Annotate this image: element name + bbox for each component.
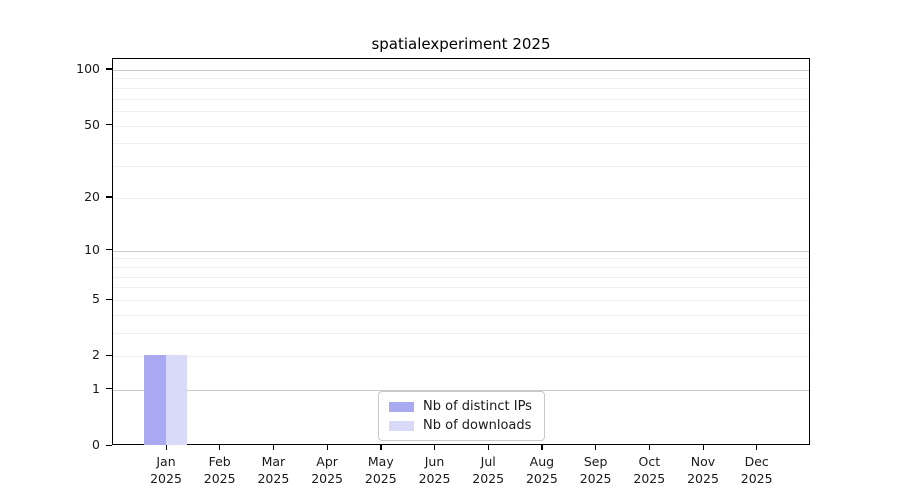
- legend-entry-distinct-ips: Nb of distinct IPs: [389, 399, 536, 414]
- minor-gridline: [113, 276, 809, 278]
- y-tick-label: 2: [92, 347, 100, 363]
- x-tick-label: Apr 2025: [311, 454, 343, 486]
- x-tick: [272, 445, 275, 450]
- x-tick-label: Jun 2025: [418, 454, 451, 486]
- distinct-ips-swatch-icon: [389, 401, 414, 412]
- x-tick: [165, 445, 167, 450]
- bar-jan-2025-nb-of-downloads: [165, 355, 188, 445]
- x-tick: [380, 445, 382, 450]
- minor-gridline: [113, 300, 809, 302]
- bar-jan-2025-nb-of-distinct-ips: [144, 355, 166, 445]
- legend: Nb of distinct IPs Nb of downloads: [378, 391, 545, 441]
- y-tick: [106, 298, 112, 300]
- x-tick-label: Nov 2025: [687, 454, 719, 486]
- y-tick-label: 100: [76, 60, 100, 76]
- minor-gridline: [113, 166, 809, 168]
- y-tick: [106, 388, 112, 390]
- x-tick: [648, 445, 651, 450]
- x-tick-label: Oct 2025: [633, 454, 666, 486]
- y-tick: [106, 196, 112, 198]
- x-tick-label: May 2025: [364, 454, 397, 486]
- minor-gridline: [113, 197, 809, 199]
- minor-gridline: [113, 356, 809, 358]
- major-gridline: [113, 389, 809, 391]
- x-tick: [702, 445, 704, 450]
- x-tick: [219, 445, 221, 450]
- x-tick-label: Dec 2025: [740, 454, 773, 486]
- legend-label: Nb of downloads: [423, 418, 532, 433]
- y-tick: [106, 354, 112, 357]
- x-tick: [541, 445, 543, 450]
- x-tick-label: Sep 2025: [579, 454, 612, 486]
- major-gridline: [113, 69, 809, 71]
- minor-gridline: [113, 287, 809, 289]
- y-tick-label: 10: [84, 241, 100, 257]
- x-tick: [595, 445, 597, 450]
- minor-gridline: [113, 111, 809, 113]
- minor-gridline: [113, 333, 809, 335]
- plot-area: [112, 58, 810, 445]
- x-tick: [756, 445, 758, 450]
- x-tick-label: Jul 2025: [472, 454, 505, 486]
- minor-gridline: [113, 87, 809, 89]
- minor-gridline: [113, 314, 809, 316]
- y-tick: [106, 68, 112, 70]
- y-tick: [106, 124, 112, 126]
- x-tick-label: Aug 2025: [525, 454, 558, 486]
- legend-entry-downloads: Nb of downloads: [389, 418, 536, 433]
- x-tick-label: Feb 2025: [203, 454, 236, 486]
- y-tick: [106, 444, 112, 446]
- minor-gridline: [113, 125, 809, 127]
- minor-gridline: [113, 78, 809, 80]
- y-tick-label: 5: [92, 291, 100, 307]
- minor-gridline: [113, 258, 809, 260]
- y-tick: [106, 249, 112, 251]
- y-tick-label: 20: [84, 188, 100, 204]
- chart-title: spatialexperiment 2025: [371, 35, 551, 53]
- y-tick-label: 50: [84, 116, 100, 132]
- y-tick-label: 0: [92, 437, 100, 452]
- x-tick-label: Mar 2025: [257, 454, 290, 486]
- legend-label: Nb of distinct IPs: [423, 399, 532, 414]
- downloads-swatch-icon: [389, 420, 414, 431]
- x-tick: [487, 445, 489, 450]
- y-tick-label: 1: [92, 380, 100, 396]
- x-tick: [326, 445, 328, 450]
- minor-gridline: [113, 98, 809, 100]
- minor-gridline: [113, 266, 809, 268]
- minor-gridline: [113, 143, 809, 145]
- x-tick: [434, 445, 436, 450]
- x-tick-label: Jan 2025: [150, 454, 182, 486]
- major-gridline: [113, 250, 809, 252]
